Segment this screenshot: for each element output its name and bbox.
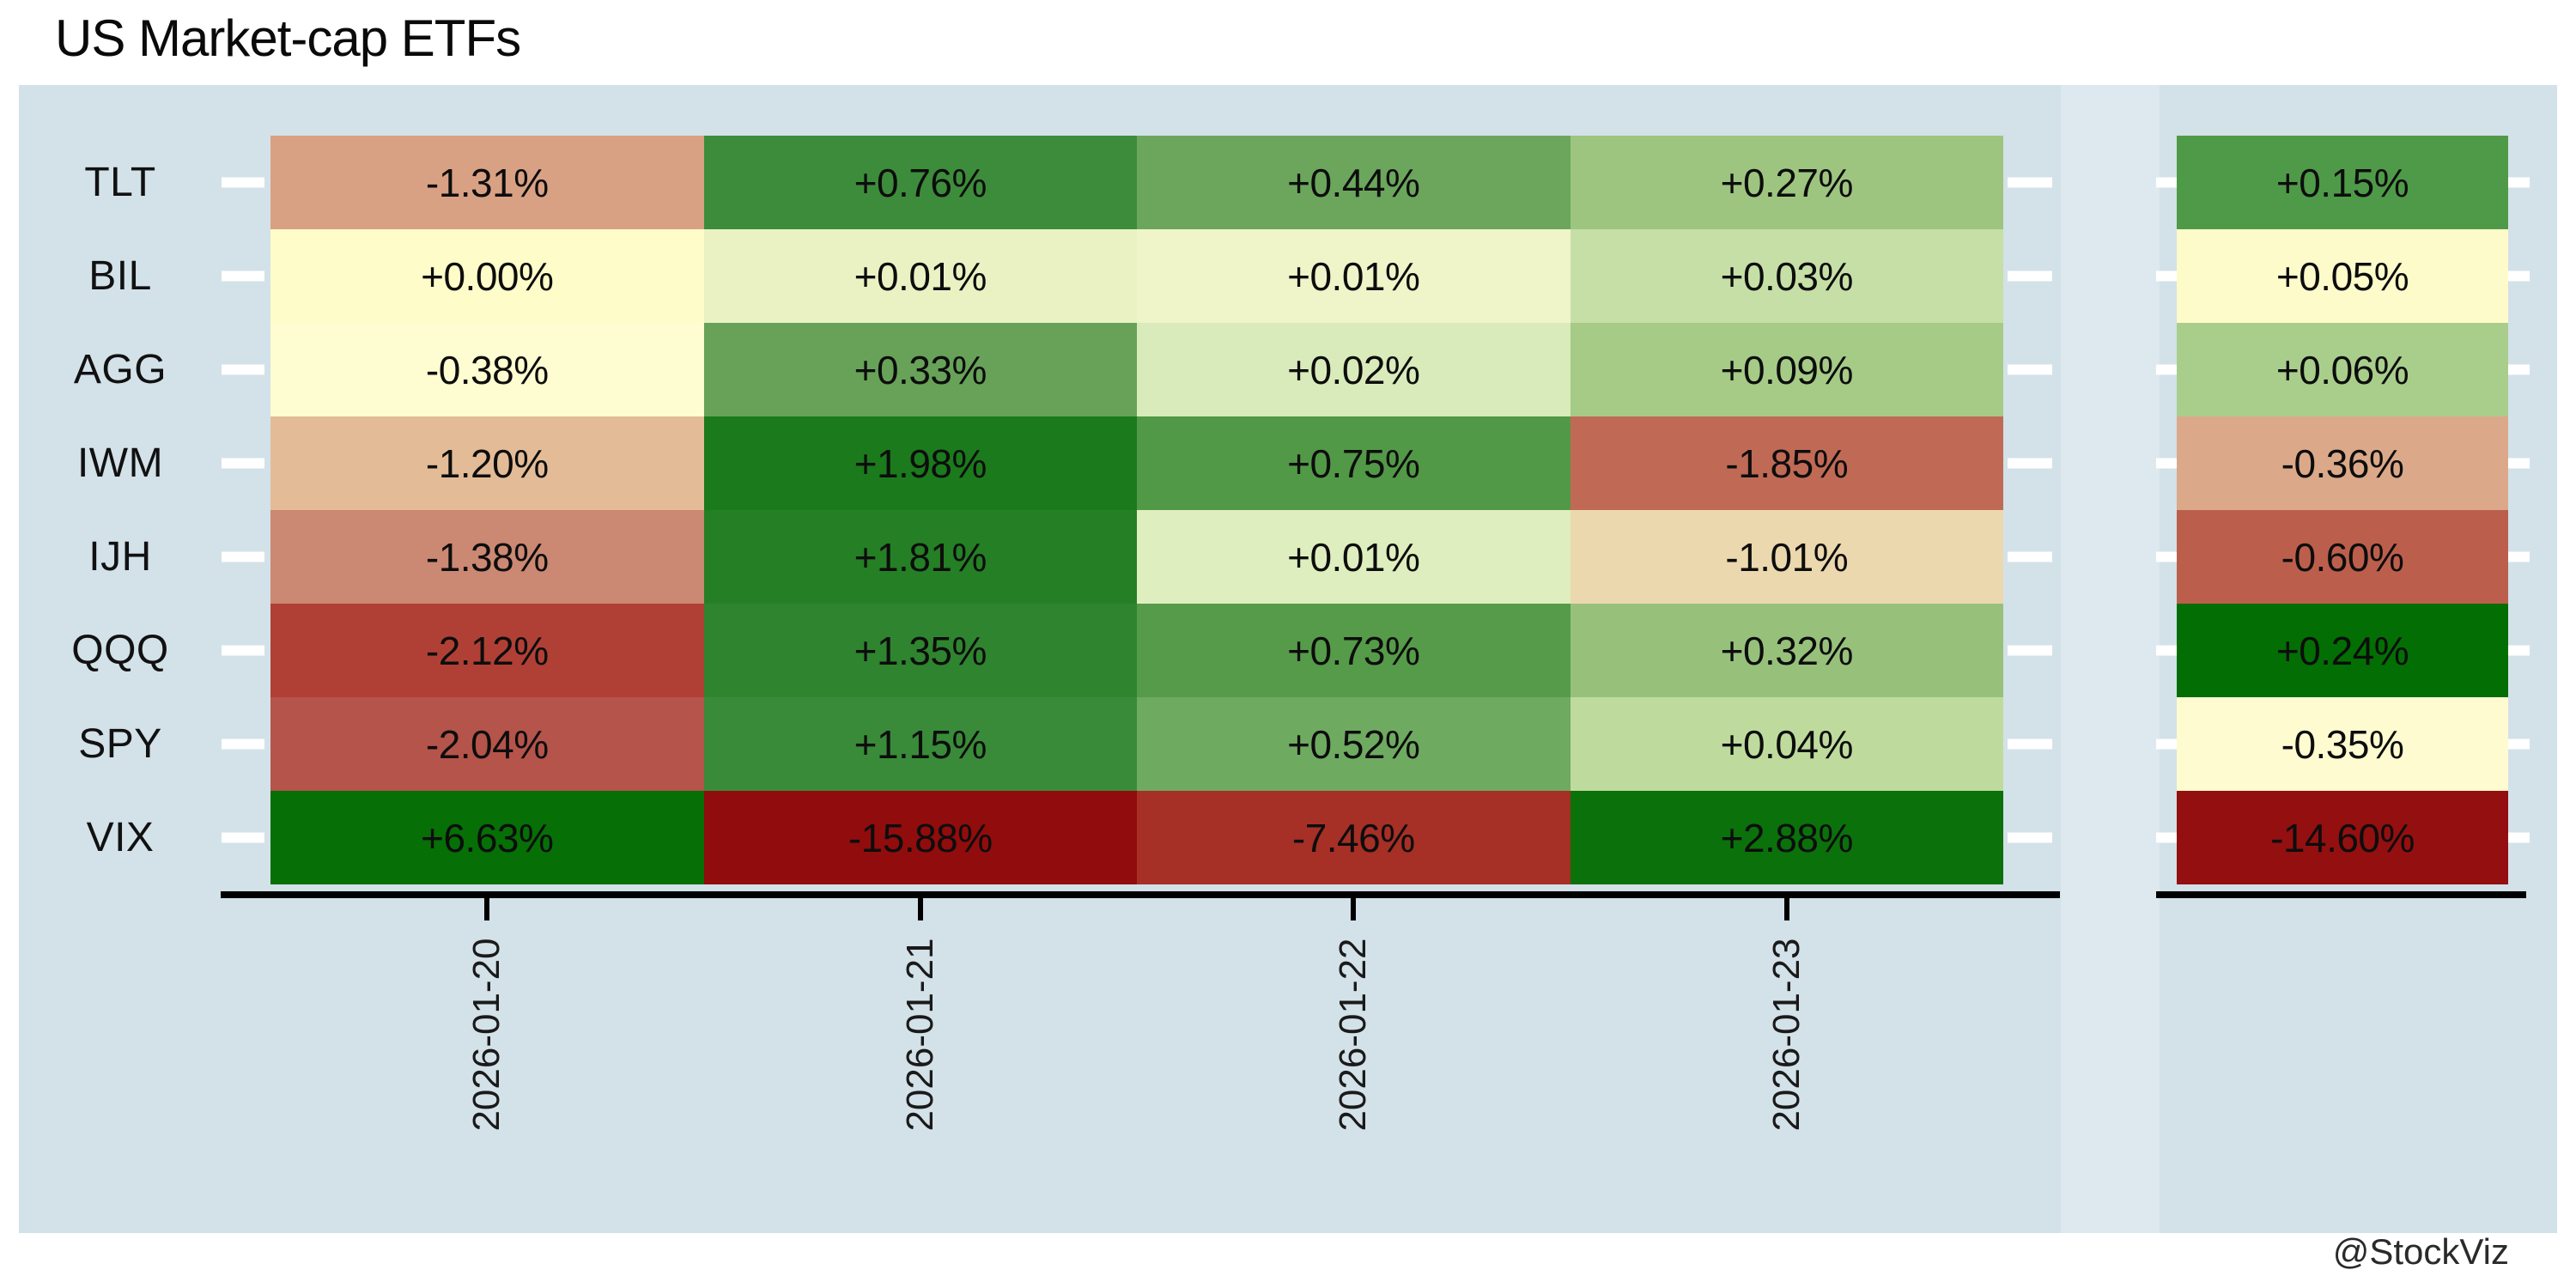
- heatmap-cell: -2.04%: [270, 697, 704, 791]
- y-tick-marks-latest-left: [2156, 136, 2178, 884]
- heatmap-cell: -1.01%: [1570, 510, 2003, 604]
- heatmap-cell-latest: +0.24%: [2177, 604, 2508, 697]
- x-axis-line-main: [221, 891, 2060, 898]
- heatmap-cell: +1.35%: [703, 604, 1137, 697]
- heatmap-cell-latest: -14.60%: [2177, 791, 2508, 884]
- heatmap-cell: +1.81%: [703, 510, 1137, 604]
- y-tick-marks-latest-right: [2508, 136, 2530, 884]
- heatmap-cell: +0.09%: [1570, 323, 2003, 416]
- row-label-spy: SPY: [78, 721, 162, 767]
- x-tick-mark: [1351, 898, 1356, 920]
- heatmap-cell-latest: +0.05%: [2177, 229, 2508, 323]
- heatmap-cell: +0.32%: [1570, 604, 2003, 697]
- heatmap-cell: +0.75%: [1137, 416, 1571, 510]
- heatmap-cell: -0.38%: [270, 323, 704, 416]
- heatmap-cell: +1.98%: [703, 416, 1137, 510]
- row-label-agg: AGG: [73, 347, 167, 392]
- heatmap-latest-grid: +0.15% +0.05% +0.06% -0.36% -0.60% +0.24…: [2177, 136, 2508, 884]
- x-axis-line-latest: [2156, 891, 2526, 898]
- x-axis-label: 2026-01-20: [465, 938, 507, 1132]
- y-tick-marks-main-left: [222, 136, 264, 884]
- heatmap-cell-latest: +0.15%: [2177, 136, 2508, 229]
- heatmap-cell: +0.73%: [1137, 604, 1571, 697]
- row-label-bil: BIL: [88, 253, 152, 299]
- panel-gap: [2061, 85, 2160, 1233]
- row-label-iwm: IWM: [76, 440, 164, 486]
- heatmap-cell: +0.00%: [270, 229, 704, 323]
- heatmap-cell: +1.15%: [703, 697, 1137, 791]
- heatmap-cell: +0.52%: [1137, 697, 1571, 791]
- heatmap-cell: -1.85%: [1570, 416, 2003, 510]
- heatmap-cell-latest: -0.35%: [2177, 697, 2508, 791]
- heatmap-cell: +0.01%: [1137, 229, 1571, 323]
- y-axis-row-labels: TLT BIL AGG IWM IJH QQQ SPY VIX: [34, 136, 206, 884]
- heatmap-cell: +0.76%: [703, 136, 1137, 229]
- heatmap-cell: -15.88%: [703, 791, 1137, 884]
- watermark-stockviz: @StockViz: [2332, 1231, 2509, 1272]
- chart-title: US Market-cap ETFs: [55, 9, 521, 67]
- row-label-ijh: IJH: [88, 534, 152, 580]
- heatmap-main-grid: -1.31% +0.76% +0.44% +0.27% +0.00% +0.01…: [270, 136, 2003, 884]
- heatmap-cell: +0.27%: [1570, 136, 2003, 229]
- x-tick-mark: [484, 898, 489, 920]
- heatmap-cell: -2.12%: [270, 604, 704, 697]
- heatmap-cell-latest: -0.60%: [2177, 510, 2508, 604]
- heatmap-cell: -1.20%: [270, 416, 704, 510]
- row-label-tlt: TLT: [84, 160, 156, 205]
- x-axis-label: 2026-01-21: [899, 938, 941, 1132]
- row-label-vix: VIX: [86, 815, 155, 860]
- heatmap-cell: -1.38%: [270, 510, 704, 604]
- row-label-qqq: QQQ: [71, 628, 169, 673]
- heatmap-cell: +0.04%: [1570, 697, 2003, 791]
- heatmap-cell: -1.31%: [270, 136, 704, 229]
- x-axis-label: 2026-01-22: [1332, 938, 1374, 1132]
- x-tick-mark: [1784, 898, 1789, 920]
- heatmap-cell: +0.01%: [703, 229, 1137, 323]
- heatmap-cell-latest: -0.36%: [2177, 416, 2508, 510]
- heatmap-cell: +0.02%: [1137, 323, 1571, 416]
- heatmap-cell: +6.63%: [270, 791, 704, 884]
- heatmap-cell: +0.44%: [1137, 136, 1571, 229]
- heatmap-cell: -7.46%: [1137, 791, 1571, 884]
- heatmap-cell: +0.01%: [1137, 510, 1571, 604]
- heatmap-cell: +2.88%: [1570, 791, 2003, 884]
- y-tick-marks-main-right: [2008, 136, 2052, 884]
- heatmap-cell-latest: +0.06%: [2177, 323, 2508, 416]
- heatmap-cell: +0.33%: [703, 323, 1137, 416]
- x-tick-mark: [918, 898, 923, 920]
- x-axis-label: 2026-01-23: [1765, 938, 1807, 1132]
- heatmap-cell: +0.03%: [1570, 229, 2003, 323]
